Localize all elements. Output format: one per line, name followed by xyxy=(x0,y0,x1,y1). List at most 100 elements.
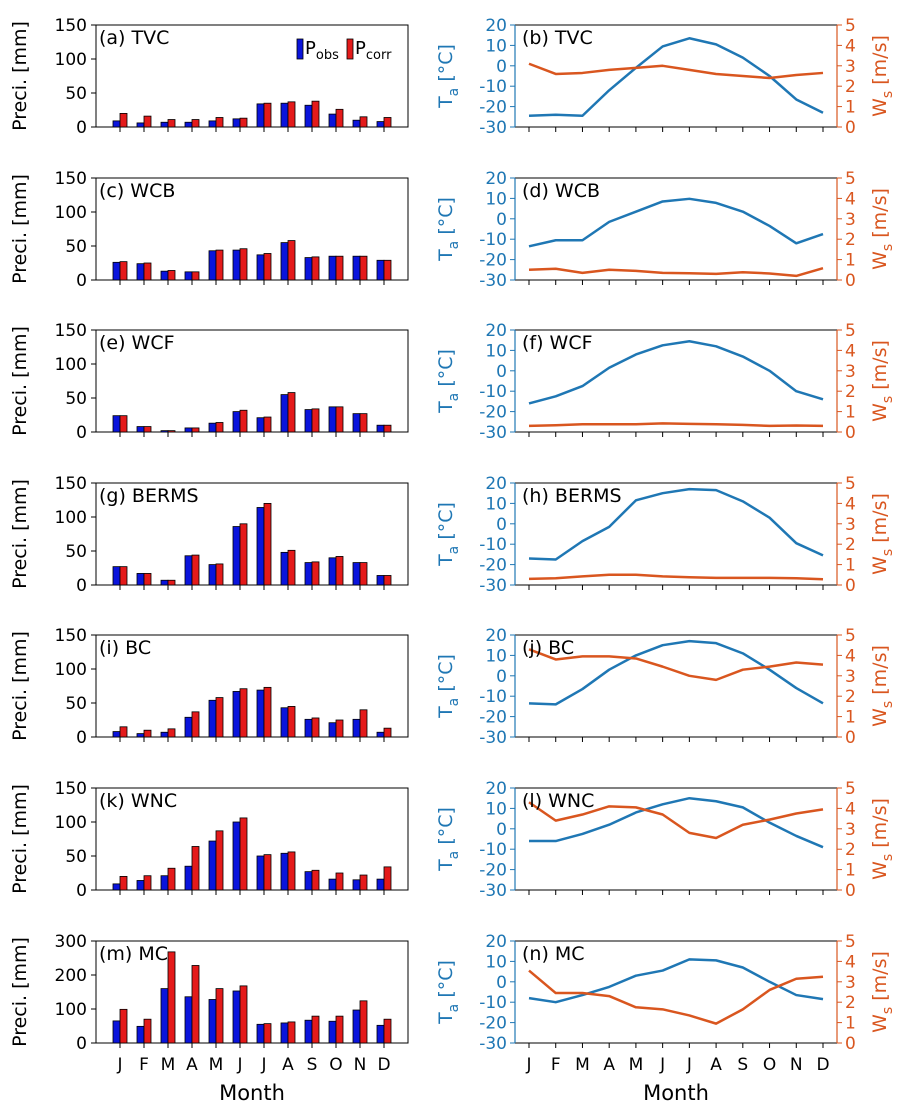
bar-pcorr xyxy=(359,116,368,128)
ta-label-sub: a xyxy=(446,88,462,97)
bar-pcorr xyxy=(287,240,296,281)
y-right-tick-label: 1 xyxy=(845,708,856,728)
y-right-axis-label: Ws [m/s] xyxy=(869,340,896,422)
legend-label-main: P xyxy=(305,38,316,59)
x-tick-label: D xyxy=(816,1055,829,1075)
y-right-tick-label: 3 xyxy=(845,667,856,687)
y-right-tick-label: 5 xyxy=(845,932,856,952)
y-tick-label: 150 xyxy=(55,321,87,341)
y-right-axis-label: Ws [m/s] xyxy=(869,493,896,575)
ws-label-unit: [m/s] xyxy=(869,340,891,396)
y-left-tick-label: -20 xyxy=(479,403,507,423)
bar-pcorr xyxy=(335,108,344,128)
y-right-tick-label: 5 xyxy=(845,474,856,494)
bar-pobs xyxy=(328,255,337,281)
y-tick-label: 100 xyxy=(55,1000,87,1020)
series-line-ta xyxy=(528,639,824,706)
y-left-tick-label: 10 xyxy=(485,494,507,514)
bar-pobs xyxy=(352,1009,361,1044)
bar-pobs xyxy=(208,564,217,586)
y-left-tick-label: 10 xyxy=(485,646,507,666)
bar-pcorr xyxy=(143,426,152,433)
panel-title: (l) WNC xyxy=(522,790,594,812)
bar-pobs xyxy=(208,422,217,433)
bar-pcorr xyxy=(167,119,176,128)
bar-pcorr xyxy=(239,817,248,891)
y-tick-label: 100 xyxy=(55,508,87,528)
bar-pobs xyxy=(280,1022,289,1044)
bar-pcorr xyxy=(383,424,392,433)
y-left-tick-label: -20 xyxy=(479,708,507,728)
ta-label-main: T xyxy=(435,96,457,109)
y-left-tick-label: 10 xyxy=(485,341,507,361)
series-line-ws xyxy=(528,801,824,840)
y-left-tick-label: -10 xyxy=(479,687,507,707)
x-tick-label: S xyxy=(737,1055,748,1075)
y-right-tick-label: 4 xyxy=(845,341,856,361)
y-left-tick-label: -30 xyxy=(479,271,507,291)
panel-title: (e) WCF xyxy=(99,332,175,354)
y-left-tick-label: -30 xyxy=(479,1034,507,1054)
y-left-tick-label: 10 xyxy=(485,952,507,972)
ta-label-sub: a xyxy=(446,393,462,402)
y-left-tick-label: -10 xyxy=(479,230,507,250)
y-tick-label: 100 xyxy=(55,203,87,223)
bar-pobs xyxy=(112,883,121,891)
bar-pcorr xyxy=(311,869,320,891)
bar-pcorr xyxy=(359,413,368,433)
bar-pobs xyxy=(376,731,385,738)
ws-label-sub: s xyxy=(880,244,896,251)
y-tick-label: 50 xyxy=(65,542,87,562)
y-right-axis-label: Ws [m/s] xyxy=(869,188,896,270)
ta-label-unit: [°C] xyxy=(435,349,457,393)
bar-pcorr xyxy=(335,719,344,738)
bar-pobs xyxy=(256,417,265,433)
y-right-tick-label: 1 xyxy=(845,556,856,576)
ta-label-unit: [°C] xyxy=(435,654,457,698)
bar-pcorr xyxy=(167,728,176,738)
bar-pobs xyxy=(304,718,313,738)
bar-pcorr xyxy=(143,573,152,586)
bar-pcorr xyxy=(119,415,128,433)
bar-pobs xyxy=(280,394,289,433)
bar-pobs xyxy=(160,988,169,1044)
y-left-axis-label: Ta [°C] xyxy=(435,654,462,719)
ta-label-sub: a xyxy=(446,241,462,250)
panel-cwcb: 0 50 100 150 Preci. [mm] (c) WCB xyxy=(9,169,409,291)
x-tick-label: O xyxy=(329,1055,342,1075)
bar-pcorr xyxy=(335,872,344,891)
bar-pobs xyxy=(376,1024,385,1044)
y-right-tick-label: 5 xyxy=(845,169,856,189)
y-tick-label: 150 xyxy=(55,779,87,799)
ws-label-main: W xyxy=(869,708,891,727)
y-right-tick-label: 0 xyxy=(845,118,856,138)
axes-frame xyxy=(95,787,409,891)
y-tick-label: 200 xyxy=(55,966,87,986)
bar-pobs xyxy=(208,699,217,738)
y-left-tick-label: -10 xyxy=(479,993,507,1013)
y-right-tick-label: 4 xyxy=(845,646,856,666)
bar-pobs xyxy=(280,707,289,738)
bar-pcorr xyxy=(143,115,152,128)
y-right-tick-label: 2 xyxy=(845,687,856,707)
bar-pobs xyxy=(160,430,169,433)
bar-pcorr xyxy=(119,566,128,586)
bar-pobs xyxy=(208,840,217,891)
y-axis-label: Preci. [mm] xyxy=(9,631,31,741)
bar-pobs xyxy=(256,254,265,281)
y-axis-label: Preci. [mm] xyxy=(9,479,31,589)
y-tick-label: 150 xyxy=(55,626,87,646)
y-left-tick-label: 0 xyxy=(496,57,507,77)
x-tick-label: M xyxy=(209,1055,224,1075)
y-left-tick-label: -30 xyxy=(479,118,507,138)
bar-pobs xyxy=(184,121,193,128)
bar-pcorr xyxy=(215,249,224,281)
legend-label: Pcorr xyxy=(355,38,392,63)
y-left-tick-label: -10 xyxy=(479,77,507,97)
bar-pobs xyxy=(328,406,337,433)
bar-pcorr xyxy=(383,117,392,128)
y-right-tick-label: 0 xyxy=(845,728,856,748)
series-line-ta xyxy=(528,958,824,1004)
y-right-tick-label: 4 xyxy=(845,952,856,972)
